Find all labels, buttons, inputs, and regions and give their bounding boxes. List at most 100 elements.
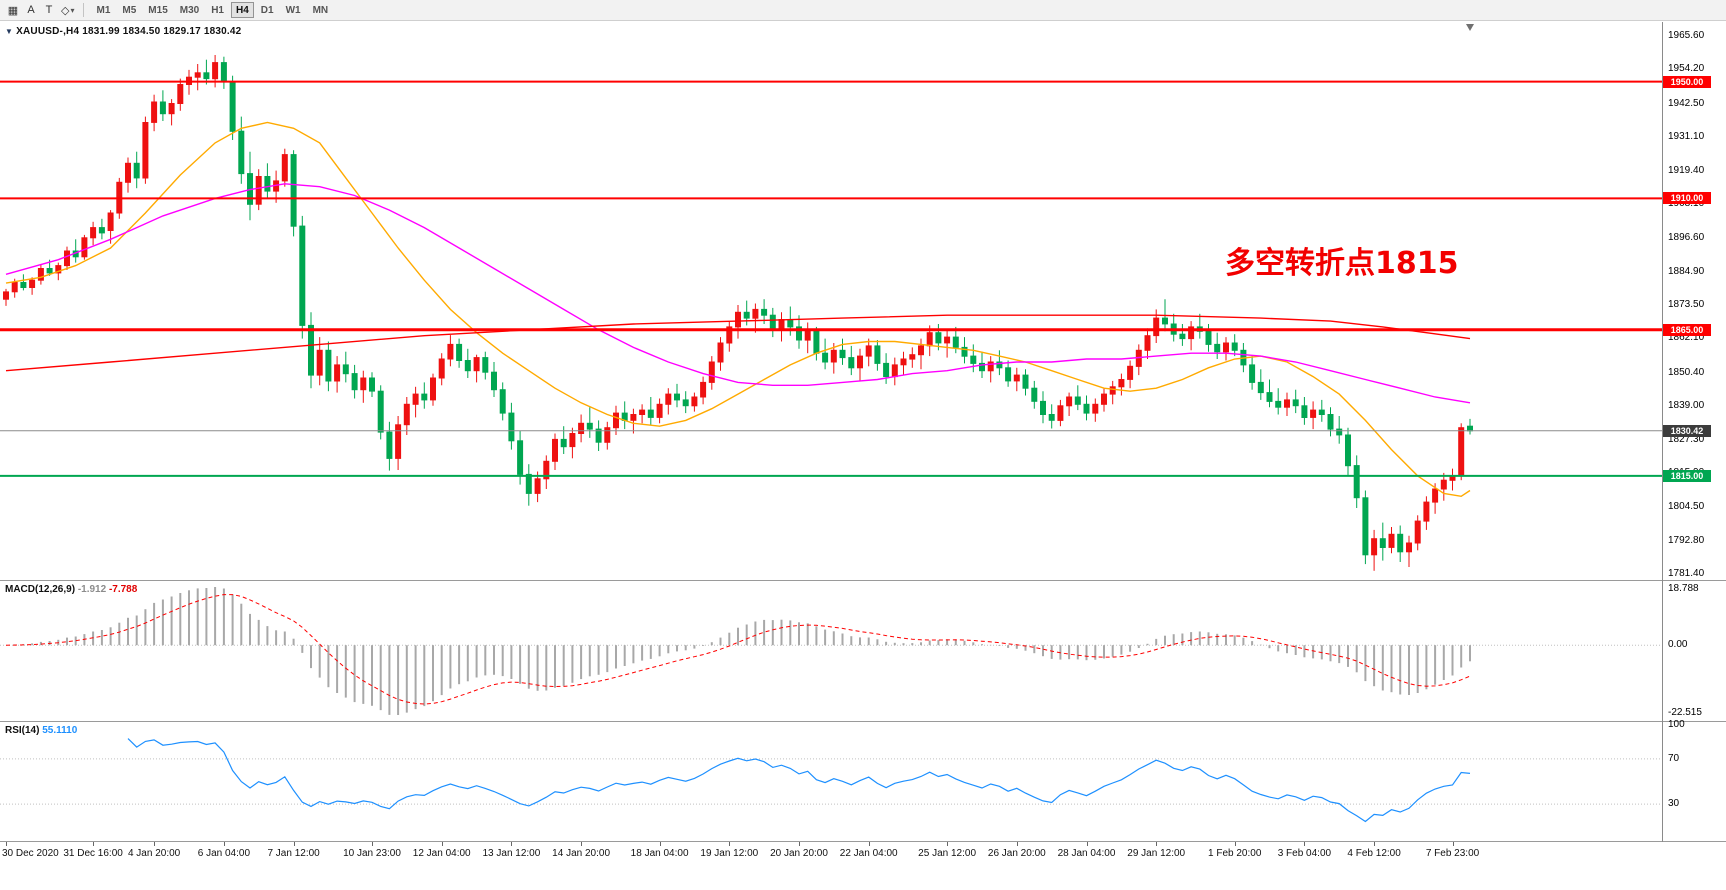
timeframe-button-m30[interactable]: M30 <box>175 2 204 18</box>
rsi-chart-canvas[interactable] <box>0 722 1662 841</box>
time-tick <box>581 842 583 846</box>
text-tool-icon[interactable]: T <box>40 2 58 19</box>
rsi-line <box>127 738 1471 823</box>
ma-line-orange <box>5 121 1471 498</box>
rsi-scale[interactable]: 100 70 30 <box>1663 719 1726 841</box>
macd-tick-label: 0.00 <box>1668 639 1688 651</box>
price-tick-label: 1827.30 <box>1668 433 1705 445</box>
time-tick <box>511 842 513 846</box>
time-axis-label: 19 Jan 12:00 <box>700 848 759 859</box>
ohlc-open: 1831.99 <box>82 26 120 37</box>
ohlc-close: 1830.42 <box>203 26 242 37</box>
timeframe-button-d1[interactable]: D1 <box>256 2 279 18</box>
macd-tick-label: 18.788 <box>1668 583 1699 594</box>
time-tick <box>1016 842 1018 846</box>
timeframe-button-group: M1 M5 M15 M30 H1 H4 D1 W1 MN <box>90 2 334 18</box>
price-tick-label: 1931.10 <box>1668 130 1705 142</box>
price-panel[interactable]: ▼ XAUUSD-,H4 1831.99 1834.50 1829.17 1830… <box>0 22 1726 581</box>
rsi-value: 55.1110 <box>42 725 78 736</box>
timeframe-button-h4[interactable]: H4 <box>231 2 254 18</box>
time-scale[interactable]: 30 Dec 2020 31 Dec 16:00 4 Jan 20:00 6 Jan … <box>0 842 1726 890</box>
time-tick <box>293 842 295 846</box>
chart-annotation-text[interactable]: 多空转折点1815 <box>1225 246 1459 281</box>
price-badge-1815.00: 1815.00 <box>1663 469 1711 482</box>
timeframe-button-mn[interactable]: MN <box>308 2 334 18</box>
time-axis-label: 4 Feb 12:00 <box>1347 848 1401 859</box>
time-axis-label: 3 Feb 04:00 <box>1277 848 1332 859</box>
price-tick-label: 1919.40 <box>1668 164 1705 176</box>
rsi-tick-label: 30 <box>1668 798 1680 810</box>
macd-panel[interactable]: MACD(12,26,9) -1.912 -7.788 18.788 0.00 -2… <box>0 581 1726 722</box>
macd-scale[interactable]: 18.788 0.00 -22.515 <box>1663 581 1726 721</box>
one-click-trading-arrow-icon[interactable]: ▼ <box>5 27 14 36</box>
chart-symbol-period: XAUUSD-,H4 <box>16 26 80 37</box>
macd-signal-value: -7.788 <box>108 584 138 595</box>
time-axis-label: 4 Jan 20:00 <box>127 848 181 859</box>
price-badge-1865.00: 1865.00 <box>1663 323 1711 336</box>
price-tick-label: 1873.50 <box>1668 299 1705 310</box>
time-axis-label: 6 Jan 04:00 <box>197 848 251 859</box>
ma-line-magenta <box>5 183 1471 404</box>
time-axis-label: 14 Jan 20:00 <box>552 848 611 859</box>
time-tick <box>729 842 731 846</box>
shapes-tool-icon[interactable]: ◇ ▾ <box>58 2 77 19</box>
timeframe-button-m5[interactable]: M5 <box>117 2 141 18</box>
time-axis-label: 1 Feb 20:00 <box>1208 848 1262 859</box>
time-axis-label: 7 Feb 23:00 <box>1425 848 1480 859</box>
time-tick <box>6 842 7 846</box>
timeframe-button-w1[interactable]: W1 <box>281 2 306 18</box>
price-tick-label: 1896.60 <box>1668 231 1705 243</box>
time-tick <box>659 842 661 846</box>
dropdown-caret-icon: ▾ <box>70 5 75 15</box>
time-tick <box>154 842 156 846</box>
macd-chart-canvas[interactable] <box>0 581 1662 721</box>
chart-grid-icon[interactable]: ▦ <box>4 2 22 19</box>
chart-title: ▼ XAUUSD-,H4 1831.99 1834.50 1829.17 1830… <box>5 26 241 37</box>
time-axis-label: 31 Dec 16:00 <box>63 848 123 859</box>
time-tick <box>947 842 949 846</box>
price-tick-label: 1839.00 <box>1668 399 1705 411</box>
time-tick <box>868 842 870 846</box>
candlestick-series <box>3 55 1473 571</box>
time-axis-label: 13 Jan 12:00 <box>482 848 541 859</box>
time-tick <box>93 842 95 846</box>
time-tick <box>1156 842 1158 846</box>
rsi-panel[interactable]: RSI(14) 55.1110 100 70 30 <box>0 719 1726 842</box>
price-tick-label: 1965.60 <box>1668 30 1705 41</box>
time-axis-label: 30 Dec 2020 <box>2 848 59 859</box>
price-tick-label: 1804.50 <box>1668 500 1705 512</box>
annotate-a-icon[interactable]: A <box>22 2 40 19</box>
macd-label: MACD(12,26,9) -1.912 -7.788 <box>5 584 138 595</box>
toolbar: ▦ A T ◇ ▾ M1 M5 M15 M30 H1 H4 D1 W1 MN <box>0 0 1726 21</box>
time-tick <box>372 842 373 846</box>
time-axis-label: 25 Jan 12:00 <box>918 848 977 859</box>
price-chart-canvas[interactable] <box>0 22 1662 580</box>
price-tick-label: 1850.40 <box>1668 366 1705 378</box>
time-axis-label: 20 Jan 20:00 <box>770 848 828 859</box>
time-tick <box>799 842 800 846</box>
time-axis-label: 29 Jan 12:00 <box>1127 848 1186 859</box>
timeframe-button-h1[interactable]: H1 <box>206 2 229 18</box>
time-tick <box>1452 842 1454 846</box>
timeframe-button-m1[interactable]: M1 <box>91 2 115 18</box>
ma-line-red <box>5 314 1471 372</box>
chart-shift-marker[interactable] <box>1466 24 1474 31</box>
time-axis-label: 10 Jan 23:00 <box>343 848 401 859</box>
rsi-tick-label: 70 <box>1668 752 1680 764</box>
timeframe-button-m15[interactable]: M15 <box>143 2 172 18</box>
time-tick <box>223 842 225 846</box>
price-badge-1910.00: 1910.00 <box>1663 192 1711 205</box>
price-tick-label: 1942.50 <box>1668 97 1705 109</box>
time-tick <box>1304 842 1306 846</box>
macd-tick-label: -22.515 <box>1668 707 1702 718</box>
time-axis-label: 12 Jan 04:00 <box>412 848 471 859</box>
ohlc-high: 1834.50 <box>122 26 161 37</box>
price-tick-label: 1954.20 <box>1668 63 1705 75</box>
price-badge-1830.42: 1830.42 <box>1663 424 1711 437</box>
time-tick <box>1374 842 1376 846</box>
price-scale[interactable]: 1965.601954.201942.501931.101919.401908.… <box>1663 22 1726 580</box>
time-tick <box>441 842 443 846</box>
rsi-tick-label: 100 <box>1668 719 1685 730</box>
price-tick-label: 1781.40 <box>1668 568 1705 579</box>
